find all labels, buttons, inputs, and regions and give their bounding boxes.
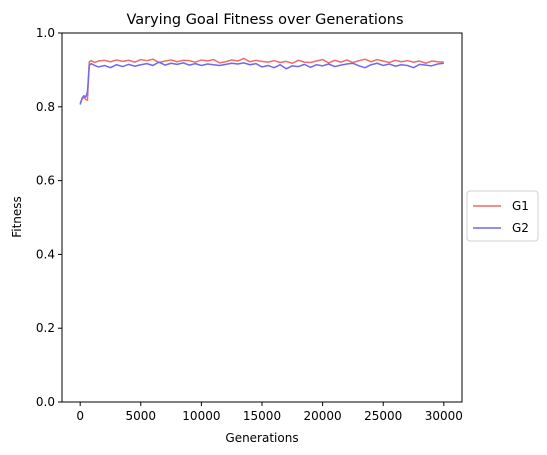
x-tick-label: 0 — [76, 409, 84, 423]
legend: G1 G2 — [466, 190, 539, 242]
series-layer — [79, 57, 444, 105]
x-tick-label: 20000 — [304, 409, 342, 423]
x-axis-label: Generations — [225, 431, 298, 445]
x-tick-label: 15000 — [243, 409, 281, 423]
y-axis-ticks: 0.0 0.2 0.4 0.6 0.8 1.0 — [36, 26, 62, 409]
y-tick-label: 0.0 — [36, 395, 55, 409]
x-tick-label: 10000 — [182, 409, 220, 423]
chart-title: Varying Goal Fitness over Generations — [126, 12, 403, 28]
y-tick-label: 0.2 — [36, 321, 55, 335]
legend-label-g1: G1 — [512, 199, 529, 213]
series-line-g2 — [79, 61, 444, 105]
y-tick-label: 0.8 — [36, 100, 55, 114]
x-tick-label: 25000 — [364, 409, 402, 423]
x-axis-ticks: 0 5000 10000 15000 20000 25000 30000 — [76, 402, 463, 423]
y-tick-label: 0.6 — [36, 174, 55, 188]
series-line-g1 — [79, 57, 444, 104]
x-tick-label: 5000 — [126, 409, 157, 423]
legend-label-g2: G2 — [512, 221, 529, 235]
y-axis-label: Fitness — [10, 196, 24, 238]
y-tick-label: 0.4 — [36, 247, 55, 261]
y-tick-label: 1.0 — [36, 26, 55, 40]
x-tick-label: 30000 — [425, 409, 463, 423]
plot-frame — [61, 32, 463, 403]
